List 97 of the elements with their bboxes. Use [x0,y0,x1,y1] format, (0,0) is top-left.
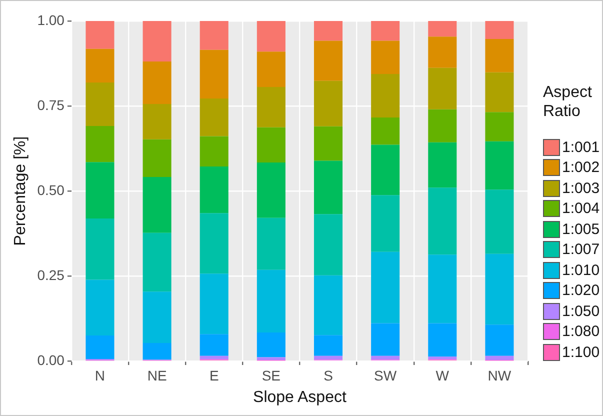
bar [428,323,457,357]
bar [86,162,114,219]
bar [142,292,172,343]
legend-label: 1:002 [562,159,600,176]
legend-title: Aspect Ratio [543,83,593,121]
bar [256,86,286,128]
legend-label: 1:010 [562,262,600,279]
y-tick-label: 1.00 [37,12,65,28]
bar [314,356,343,360]
legend-label: 1:020 [562,282,600,300]
bar [314,21,343,41]
bar [485,324,514,356]
bar [371,195,400,252]
bar [314,126,343,161]
bar [86,21,114,49]
bar [371,356,400,360]
bar [86,48,114,83]
bar [428,36,457,68]
y-tick-label: 0.00 [37,352,65,368]
bar [314,275,343,336]
bar [485,39,514,72]
bar [86,82,114,126]
y-tick-label: 0.50 [37,182,65,198]
x-tick-label: NE [147,367,167,384]
y-tick-label: 0.25 [37,266,65,283]
bar [86,280,114,336]
bar [485,21,514,40]
bar [200,98,228,136]
bar [256,52,286,87]
x-tick-label: NW [488,367,512,384]
bar [256,162,286,218]
bar [371,252,400,324]
bar [428,356,457,360]
bar [142,177,172,233]
x-tick-label: N [94,367,106,384]
bar [371,144,400,196]
x-tick-label: S [324,367,333,384]
x-axis-title: Slope Aspect [253,388,347,406]
y-axis-title: Percentage [%] [12,136,30,246]
bar [142,21,172,62]
bar [314,40,343,81]
bar [86,218,114,280]
bar [86,336,114,359]
bar [142,342,172,360]
legend-label: 1:001 [562,138,600,156]
bar [485,141,514,190]
bar [314,80,343,126]
bar [256,357,286,360]
legend-label: 1:004 [562,200,600,218]
bar [428,68,457,110]
bar [371,323,400,356]
bar [371,118,400,145]
bar [314,214,343,276]
bar [485,254,514,325]
bar [428,188,457,255]
legend-label: 1:007 [562,241,600,258]
bar [428,21,457,37]
bar [200,213,228,274]
bar [256,127,286,162]
bar [200,50,228,99]
legend-label: 1:080 [562,323,600,340]
x-tick-label: E [209,367,219,384]
legend-label: 1:005 [562,220,600,238]
bar [371,74,400,118]
bar [86,126,114,162]
legend-label: 1:100 [562,344,600,361]
bar [200,334,228,356]
bar [485,72,514,112]
bar [371,21,400,41]
bar [485,190,514,254]
bar [256,21,286,52]
y-tick-label: 0.75 [37,96,65,113]
x-tick-label: SW [374,367,398,384]
bar [142,61,172,104]
legend-label: 1:050 [562,302,600,320]
bar [314,160,343,214]
bar [371,40,400,74]
bar [256,218,286,270]
bar [200,274,228,334]
x-tick-label: SE [262,367,281,384]
bar [200,166,228,214]
bar [256,270,286,332]
bar [200,356,228,360]
bar [142,104,172,140]
bar [485,356,514,360]
bar [428,109,457,142]
bar [142,139,172,178]
bar [256,332,286,358]
bar [200,136,228,167]
bar [428,142,457,188]
bar [485,112,514,142]
bar [142,232,172,292]
bar [200,21,228,50]
bar [314,335,343,356]
x-tick-label: W [436,367,450,384]
legend-label: 1:003 [562,180,600,197]
bar [428,254,457,324]
